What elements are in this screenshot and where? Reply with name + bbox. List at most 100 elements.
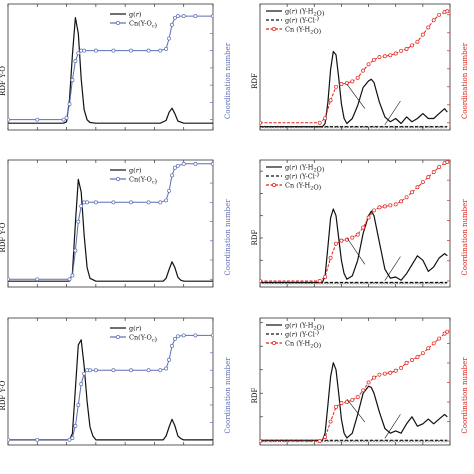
y-right-axis-label: Coordination number [461, 199, 469, 276]
series-point [377, 55, 382, 60]
series-point: × [284, 281, 288, 287]
series-point: × [349, 125, 353, 131]
series-point: × [346, 125, 350, 131]
series-point [393, 202, 398, 207]
series-point [129, 48, 133, 53]
series-line-0 [8, 178, 213, 282]
series-point: × [417, 281, 421, 287]
series-point [323, 116, 328, 121]
series-point: × [277, 125, 281, 131]
series-line-0 [260, 208, 448, 284]
legend: g(r)Cn(Y-Oc) [110, 11, 158, 30]
series-point [129, 200, 133, 205]
series-point [437, 165, 442, 170]
series-point [431, 341, 436, 346]
series-point [393, 368, 398, 373]
series-point [355, 395, 360, 400]
series-point: × [352, 438, 356, 444]
series-point [111, 48, 116, 53]
series-point: × [414, 438, 418, 444]
series-point [175, 163, 180, 168]
series-point: × [362, 125, 366, 131]
series-point [158, 368, 163, 373]
series-point: × [421, 125, 425, 131]
series-point [339, 82, 344, 87]
series-point [350, 235, 355, 240]
annotation-arrow [346, 398, 366, 423]
series-point: × [375, 281, 379, 287]
series-point [175, 334, 180, 339]
y-axis-label: RDF Y-O [0, 222, 7, 252]
series-point [431, 170, 436, 175]
series-point: × [300, 281, 304, 287]
legend: g(r) (Y-H2O)g(r) (Y-Cl-)Cn (Y-H2O) [266, 322, 325, 350]
legend-label: g(r) (Y-H2O) [285, 164, 325, 174]
series-point: × [333, 438, 337, 444]
series-group [8, 333, 213, 442]
series-point: × [421, 281, 425, 287]
series-point: × [437, 438, 441, 444]
series-point [355, 232, 360, 237]
series-point: × [294, 438, 298, 444]
y-right-axis-label: Coordination number [224, 357, 232, 434]
series-point: × [330, 125, 334, 131]
series-point: × [352, 281, 356, 287]
series-line-0 [8, 339, 213, 441]
series-point: × [303, 125, 307, 131]
series-point [382, 204, 387, 209]
series-point: × [303, 281, 307, 287]
series-point [328, 98, 333, 103]
series-point [382, 371, 387, 376]
series-point [388, 370, 393, 375]
series-point [426, 25, 431, 30]
series-group [8, 14, 213, 124]
plot-frame [259, 317, 451, 446]
series-point: × [349, 281, 353, 287]
series-point [350, 79, 355, 84]
series-point: × [391, 281, 395, 287]
series-point: × [401, 438, 405, 444]
annotations [346, 398, 401, 439]
series-point [8, 117, 10, 122]
series-point: × [274, 281, 278, 287]
series-point: × [330, 438, 334, 444]
legend-marker [272, 183, 276, 187]
series-point: × [326, 125, 330, 131]
series-point [76, 51, 81, 56]
series-point [172, 15, 177, 20]
series-group: × × × × × × × × × × × × × × × × × × × × × × × × × × × × × × × × × × × × × × × ×… [260, 329, 450, 444]
series-point: × [365, 438, 369, 444]
series-point: × [336, 125, 340, 131]
series-point: × [261, 125, 265, 131]
legend-label: Cn (Y-H2O) [285, 340, 322, 350]
series-point: × [323, 438, 327, 444]
series-point [410, 190, 414, 195]
series-point: × [310, 125, 314, 131]
series-point: × [431, 125, 435, 131]
series-point: × [264, 281, 268, 287]
series-point: × [320, 438, 324, 444]
series-point: × [356, 438, 360, 444]
series-point [445, 329, 450, 334]
series-point [323, 274, 328, 279]
series-point: × [284, 438, 288, 444]
series-point: × [372, 438, 376, 444]
series-point [70, 273, 75, 278]
series-point: × [261, 438, 265, 444]
series-point: × [323, 125, 327, 131]
series-point [437, 336, 442, 341]
series-point [146, 48, 151, 53]
series-point: × [323, 281, 327, 287]
series-point [167, 188, 172, 193]
series-point: × [281, 125, 285, 131]
series-point: × [333, 125, 337, 131]
series-point: × [365, 125, 369, 131]
series-point [64, 115, 69, 120]
series-point [158, 200, 163, 205]
series-point: × [408, 438, 412, 444]
series-point: × [391, 125, 395, 131]
legend-label: g(r) (Y-Cl-) [285, 329, 319, 339]
series-point: × [398, 125, 402, 131]
series-point: × [320, 125, 324, 131]
series-point [146, 200, 151, 205]
